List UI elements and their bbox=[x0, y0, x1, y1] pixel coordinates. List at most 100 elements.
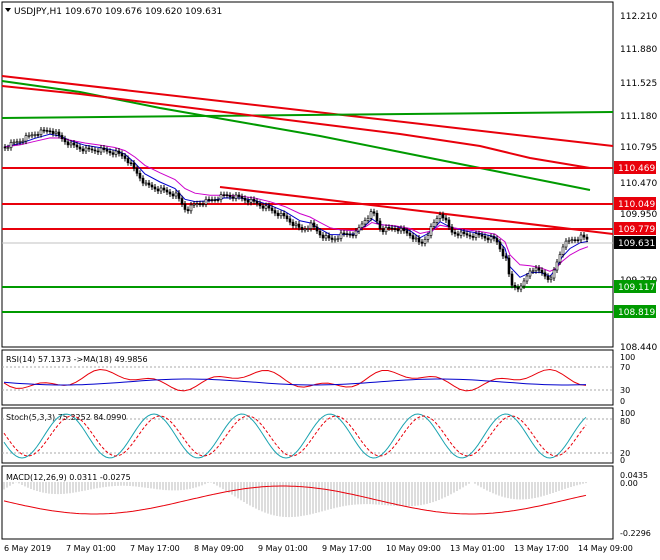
rsi-panel[interactable] bbox=[1, 349, 614, 406]
candle-body bbox=[81, 148, 85, 152]
symbol-info: USDJPY,H1 109.670 109.676 109.620 109.63… bbox=[14, 7, 222, 17]
candle-body bbox=[195, 203, 199, 206]
candle-body bbox=[147, 182, 151, 186]
price-tick: 111.880 bbox=[620, 45, 657, 55]
candle-body bbox=[255, 201, 259, 204]
candle-body bbox=[117, 150, 121, 154]
candle-body bbox=[408, 232, 412, 236]
candle-body bbox=[165, 189, 169, 193]
candle-body bbox=[453, 231, 457, 235]
level-label-109779 bbox=[614, 222, 656, 235]
price-tick: 110.470 bbox=[620, 179, 657, 189]
candle-body bbox=[384, 227, 388, 233]
candle-body bbox=[90, 148, 94, 151]
time-label: 13 May 17:00 bbox=[514, 544, 569, 553]
candle-body bbox=[192, 203, 196, 206]
time-label: 7 May 01:00 bbox=[66, 544, 116, 553]
candle-body bbox=[348, 233, 352, 236]
candle-body bbox=[432, 222, 436, 227]
stoch-signal-line bbox=[3, 415, 587, 457]
candle-body bbox=[225, 194, 229, 196]
candle-body bbox=[303, 228, 307, 231]
candle-body bbox=[75, 144, 79, 148]
candle-body bbox=[123, 155, 127, 159]
candle-body bbox=[552, 269, 556, 279]
candle-body bbox=[246, 200, 250, 203]
candle-body bbox=[96, 150, 100, 153]
candle-body bbox=[561, 246, 565, 255]
chart-header: USDJPY,H1 109.670 109.676 109.620 109.63… bbox=[5, 7, 222, 17]
level-label-text: 109.779 bbox=[618, 225, 655, 235]
macd-indicator: MACD(12,26,9) 0.0311 -0.0275 0.0435 0.00… bbox=[3, 471, 651, 538]
candle-body bbox=[510, 273, 514, 286]
stoch-tick: 80 bbox=[620, 417, 630, 426]
collapse-triangle-icon[interactable] bbox=[5, 8, 11, 12]
candle-body bbox=[387, 227, 391, 229]
candle-body bbox=[216, 199, 220, 201]
green-ma-flat bbox=[1, 111, 614, 119]
candle-body bbox=[363, 220, 367, 225]
candle-body bbox=[483, 235, 487, 239]
candle-body bbox=[36, 134, 40, 136]
candle-body bbox=[72, 142, 76, 146]
level-label-text: 110.049 bbox=[618, 200, 655, 210]
candle-body bbox=[342, 232, 346, 235]
candle-body bbox=[312, 222, 316, 228]
candle-body bbox=[258, 203, 262, 207]
candle-body bbox=[402, 228, 406, 232]
candle-body bbox=[354, 230, 358, 236]
price-tick: 111.180 bbox=[620, 112, 657, 122]
candle-body bbox=[39, 129, 43, 135]
trendline-short-down[interactable] bbox=[219, 186, 614, 235]
candle-body bbox=[201, 203, 205, 206]
candle-body bbox=[513, 284, 517, 288]
candle-body bbox=[381, 228, 385, 233]
rsi-tick: 30 bbox=[620, 386, 630, 395]
candle-body bbox=[291, 221, 295, 226]
candle-body bbox=[576, 239, 580, 242]
rsi-title: RSI(14) 57.1373 ->MA(18) 49.9856 bbox=[6, 355, 148, 364]
candle-body bbox=[411, 235, 415, 240]
candle-body bbox=[51, 130, 55, 134]
candle-body bbox=[489, 236, 493, 241]
candle-body bbox=[396, 228, 400, 232]
stoch-tick: 20 bbox=[620, 449, 630, 458]
candle-body bbox=[66, 141, 70, 146]
time-label: 13 May 01:00 bbox=[450, 544, 505, 553]
candle-body bbox=[555, 261, 559, 271]
candle-body bbox=[417, 237, 421, 243]
candle-body bbox=[318, 230, 322, 236]
candle-body bbox=[204, 199, 208, 205]
candle-body bbox=[531, 270, 535, 273]
candle-body bbox=[24, 135, 28, 142]
rsi-tick: 70 bbox=[620, 363, 630, 372]
candle-body bbox=[18, 141, 22, 143]
candle-body bbox=[339, 232, 343, 239]
candle-body bbox=[504, 255, 508, 259]
trendline-long-down[interactable] bbox=[1, 75, 614, 147]
candle-body bbox=[78, 146, 82, 150]
macd-signal-line bbox=[3, 485, 587, 515]
candle-body bbox=[324, 235, 328, 239]
candle-body bbox=[492, 236, 496, 239]
candle-body bbox=[240, 196, 244, 199]
candle-body bbox=[471, 235, 475, 238]
stoch-panel[interactable] bbox=[1, 407, 614, 464]
candle-body bbox=[261, 205, 265, 209]
ema-slow-line bbox=[3, 137, 589, 272]
candle-body bbox=[288, 218, 292, 223]
stoch-tick: 100 bbox=[620, 409, 635, 418]
price-axis: 112.210 111.880 111.525 111.180 110.795 … bbox=[614, 12, 657, 353]
candle-body bbox=[102, 147, 106, 150]
candle-body bbox=[108, 150, 112, 154]
rsi-indicator: RSI(14) 57.1373 ->MA(18) 49.9856 100 70 … bbox=[2, 353, 635, 406]
candle-body bbox=[573, 239, 577, 241]
candle-body bbox=[435, 218, 439, 223]
macd-tick: 0.00 bbox=[620, 479, 638, 488]
candle-body bbox=[54, 131, 58, 134]
candle-body bbox=[459, 231, 463, 236]
candle-body bbox=[279, 213, 283, 217]
level-label-text: 110.469 bbox=[618, 164, 655, 174]
price-panel[interactable] bbox=[1, 1, 614, 348]
